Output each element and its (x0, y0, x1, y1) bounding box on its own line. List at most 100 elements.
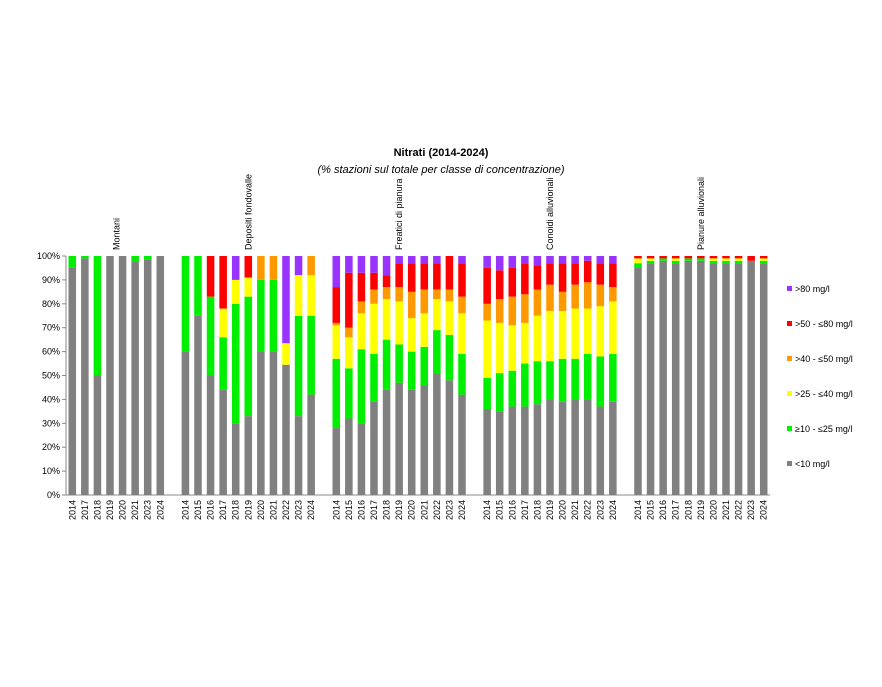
bar-segment (458, 394, 466, 495)
bar-segment (269, 279, 278, 352)
bar-segment (596, 306, 605, 357)
bar-segment (433, 256, 441, 264)
bar-segment (759, 260, 768, 264)
bar-segment (181, 256, 190, 352)
y-tick-label: 0% (47, 490, 60, 500)
bar-segment (282, 256, 290, 344)
bar-segment (709, 258, 718, 261)
bar-segment (571, 263, 579, 285)
bar-segment (759, 263, 768, 495)
bar-segment (709, 263, 718, 495)
bar-segment (370, 256, 378, 273)
bar-segment (231, 256, 240, 280)
chart-subtitle: (% stazioni sul totale per classe di con… (317, 164, 564, 176)
bar-segment (609, 401, 617, 495)
bar-segment (709, 256, 718, 259)
bar-segment (583, 353, 592, 400)
bar-segment (269, 351, 278, 495)
bar-segment (407, 291, 416, 319)
x-tick-label: 2024 (759, 500, 769, 520)
bar-segment (357, 423, 366, 495)
x-tick-label: 2019 (394, 500, 404, 520)
bar-segment (382, 256, 391, 276)
bar-segment (571, 284, 579, 309)
bar-segment (571, 399, 579, 495)
bar-segment (483, 267, 491, 304)
bar-segment (722, 263, 730, 495)
bar-segment (433, 289, 441, 300)
x-tick-label: 2023 (595, 500, 605, 520)
bar-segment (495, 373, 504, 412)
x-tick-label: 2019 (545, 500, 555, 520)
bar-segment (634, 258, 642, 264)
bar-segment (206, 375, 215, 495)
bar-segment (433, 263, 441, 290)
bar-segment (533, 256, 542, 266)
x-tick-label: 2022 (432, 500, 442, 520)
bar-segment (609, 263, 617, 288)
bar-segment (445, 256, 454, 290)
x-tick-label: 2014 (331, 500, 341, 520)
bar-segment (382, 389, 391, 495)
bar-segment (420, 346, 429, 386)
y-tick-label: 20% (42, 442, 60, 452)
bar-segment (420, 263, 429, 290)
bar-segment (382, 339, 391, 390)
bar-segment (659, 260, 667, 495)
bar-segment (483, 256, 491, 268)
legend-swatch (787, 391, 792, 396)
bar-segment (458, 313, 466, 354)
bar-segment (332, 256, 341, 288)
bar-segment (407, 351, 416, 390)
chart-title: Nitrati (2014-2024) (394, 147, 489, 159)
bar-segment (722, 260, 730, 264)
bar-segment (181, 351, 190, 495)
bar-segment (596, 356, 605, 407)
x-tick-label: 2018 (382, 500, 392, 520)
bar-segment (521, 256, 529, 264)
bar-segment (759, 258, 768, 261)
bar-segment (521, 322, 529, 364)
bar-segment (495, 256, 504, 271)
x-tick-label: 2014 (482, 500, 492, 520)
bar-segment (483, 377, 491, 409)
x-tick-label: 2014 (633, 500, 643, 520)
bar-segment (81, 256, 89, 259)
bar-segment (734, 260, 743, 264)
bar-segment (583, 399, 592, 495)
x-tick-label: 2020 (407, 500, 417, 520)
bar-segment (68, 256, 77, 268)
bar-segment (370, 353, 378, 402)
bar-segment (433, 330, 441, 374)
bar-segment (483, 320, 491, 378)
x-tick-label: 2016 (658, 500, 668, 520)
x-tick-label: 2024 (306, 500, 316, 520)
bar-segment (106, 256, 114, 495)
bar-segment (734, 256, 743, 259)
bar-segment (257, 279, 265, 352)
bar-segment (445, 289, 454, 302)
bar-segment (307, 275, 315, 316)
bar-segment (609, 256, 617, 264)
y-tick-label: 60% (42, 347, 60, 357)
bar-segment (495, 299, 504, 323)
x-tick-label: 2015 (495, 500, 505, 520)
bar-segment (634, 256, 642, 259)
bar-segment (596, 406, 605, 495)
bar-segment (684, 258, 693, 261)
bar-segment (244, 277, 253, 297)
x-tick-label: 2019 (105, 500, 115, 520)
bar-segment (533, 404, 542, 495)
x-tick-label: 2021 (419, 500, 429, 520)
x-tick-label: 2019 (243, 500, 253, 520)
legend-label: >25 - ≤40 mg/l (795, 389, 853, 399)
bar-segment (659, 258, 667, 261)
group-label: Conoidi alluvionali (545, 177, 555, 250)
bar-segment (521, 294, 529, 323)
bar-segment (294, 275, 303, 316)
bar-segment (357, 256, 366, 273)
bar-segment (294, 256, 303, 276)
bar-segment (395, 263, 403, 288)
bar-segment (495, 270, 504, 300)
x-tick-label: 2019 (696, 500, 706, 520)
